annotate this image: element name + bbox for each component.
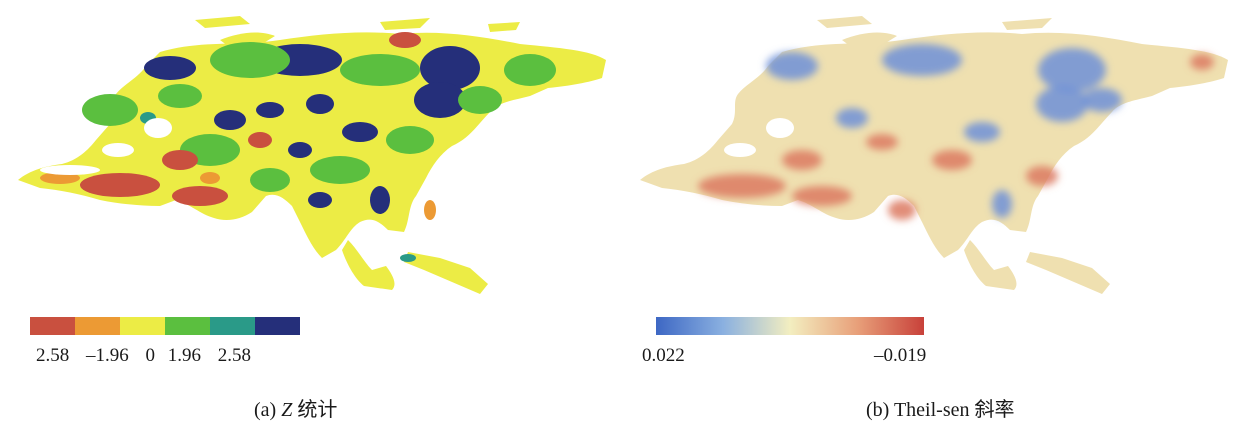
inland-water: [40, 118, 172, 175]
island-north-1: [817, 16, 872, 28]
slope-region-patch: [932, 150, 972, 170]
z-region-patch: [80, 173, 160, 197]
z-legend-ticks: 2.58 –1.96 0 1.96 2.58: [36, 345, 251, 367]
z-tick-label: 1.96: [167, 345, 201, 366]
z-regions: [40, 32, 556, 262]
slope-legend-gradient: [656, 317, 924, 335]
z-tick-label: 2.58: [217, 345, 251, 366]
z-region-patch: [414, 82, 466, 118]
z-region-patch: [144, 56, 196, 80]
z-tick-label: –1.96: [86, 345, 129, 366]
z-region-patch: [386, 126, 434, 154]
legend-swatch: [210, 317, 256, 335]
panel-z-statistic: 2.58 –1.96 0 1.96 2.58 (a) Z 统计: [0, 0, 616, 423]
caspian-sea: [144, 118, 172, 138]
z-region-patch: [158, 84, 202, 108]
legend-swatch: [120, 317, 166, 335]
slope-region-patch: [1026, 166, 1058, 186]
caption-a: (a) Z 统计: [254, 393, 337, 422]
slope-region-patch: [992, 190, 1012, 218]
z-region-patch: [248, 132, 272, 148]
z-region-patch: [310, 156, 370, 184]
z-region-patch: [420, 46, 480, 90]
black-sea: [102, 143, 134, 157]
slope-region-patch: [866, 134, 898, 150]
slope-region-patch: [792, 186, 852, 206]
southeast-islands: [342, 240, 395, 290]
slope-region-patch: [888, 200, 916, 220]
z-region-patch: [288, 142, 312, 158]
z-region-patch: [162, 150, 198, 170]
z-region-patch: [308, 192, 332, 208]
island-north-1: [195, 16, 250, 28]
z-region-patch: [306, 94, 334, 114]
slope-region-patch: [782, 150, 822, 170]
slope-region-patch: [766, 52, 818, 80]
caption-a-prefix: (a): [254, 399, 282, 421]
gradient-bar: [656, 317, 924, 335]
slope-region-patch: [964, 122, 1000, 142]
slope-region-patch: [1038, 48, 1106, 92]
island-north-3: [1002, 18, 1052, 30]
slope-region-patch: [1036, 86, 1088, 122]
z-region-patch: [370, 186, 390, 214]
z-legend: [30, 317, 301, 340]
z-region-patch: [389, 32, 421, 48]
inland-water: [724, 118, 794, 157]
indonesia-islands: [404, 252, 488, 294]
z-legend-swatches: [30, 317, 301, 335]
z-statistic-map: [18, 16, 606, 294]
slope-legend-max: –0.019: [874, 345, 927, 366]
z-region-patch: [214, 110, 246, 130]
z-region-patch: [458, 86, 502, 114]
legend-swatch: [255, 317, 301, 335]
z-region-patch: [210, 42, 290, 78]
slope-region-patch: [836, 108, 868, 128]
slope-region-patch: [698, 174, 786, 198]
southeast-islands: [964, 240, 1017, 290]
black-sea: [724, 143, 756, 157]
z-tick-label: 2.58: [36, 345, 70, 366]
legend-swatch: [75, 317, 121, 335]
z-region-patch: [82, 94, 138, 126]
caption-b: (b) Theil-sen 斜率: [866, 399, 1015, 421]
z-region-patch: [172, 186, 228, 206]
z-region-patch: [504, 54, 556, 86]
island-north-3: [380, 18, 430, 30]
caspian-sea: [766, 118, 794, 138]
caption-a-suffix: 统计: [292, 399, 338, 421]
z-region-patch: [250, 168, 290, 192]
z-tick-label: 0: [145, 345, 156, 366]
slope-region-patch: [1190, 54, 1214, 70]
z-region-patch: [424, 200, 436, 220]
island-north-2: [842, 32, 897, 46]
slope-legend: [656, 317, 924, 340]
legend-swatch: [165, 317, 211, 335]
z-region-patch: [340, 54, 420, 86]
panel-theil-sen: 0.022 –0.019 (b) Theil-sen 斜率: [616, 0, 1233, 423]
slope-regions: [698, 44, 1214, 220]
legend-swatch: [30, 317, 76, 335]
z-region-patch: [256, 102, 284, 118]
z-region-patch: [400, 254, 416, 262]
lake: [40, 165, 100, 175]
indonesia-islands: [1026, 252, 1110, 294]
caption-a-variable: Z: [281, 399, 293, 421]
island-north-4: [488, 22, 520, 32]
z-region-patch: [200, 172, 220, 184]
eurasia-landmass: [640, 16, 1228, 294]
slope-region-patch: [882, 44, 962, 76]
island-north-2: [220, 32, 275, 46]
theil-sen-map: [640, 16, 1228, 294]
slope-region-patch: [1082, 88, 1122, 112]
slope-legend-min: 0.022: [642, 345, 685, 366]
z-region-patch: [342, 122, 378, 142]
